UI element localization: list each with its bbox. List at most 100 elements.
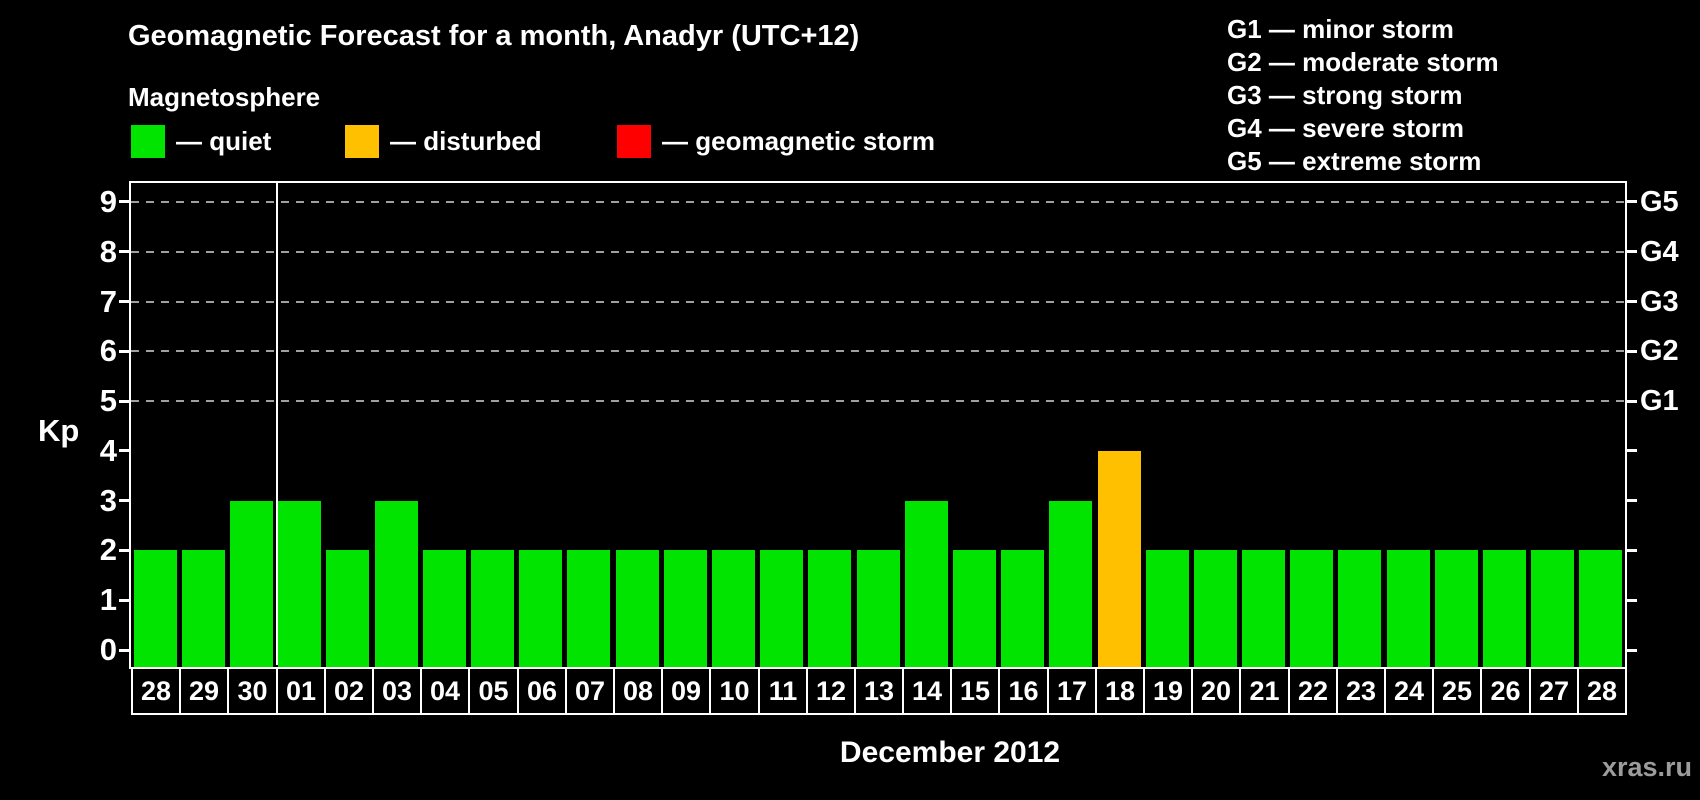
x-tick-label-day-18: 18 [1095,667,1145,715]
bar-day-24 [1386,550,1430,667]
y-tick-label-9: 9 [99,183,117,219]
bar-day-25 [1434,550,1478,667]
y-tick-mark-left [119,648,131,652]
x-axis-title: December 2012 [839,736,1061,769]
g-axis-label-G3: G3 [1640,285,1679,318]
y-tick-mark-left [119,349,131,353]
y-tick-mark-left [119,399,131,403]
g-axis-label-G1: G1 [1640,385,1679,418]
x-tick-label-day-01: 01 [276,667,326,715]
bar-day-29 [181,550,225,667]
y-tick-mark-left [119,499,131,503]
x-tick-label-day-26: 26 [1480,667,1531,715]
bar-day-14 [904,500,948,667]
y-tick-mark-right [1625,399,1637,403]
bar-day-02 [326,550,370,667]
y-tick-mark-right [1625,648,1637,652]
bar-day-03 [374,500,418,667]
bar-day-28 [133,550,177,667]
y-tick-mark-left [119,250,131,254]
x-tick-label-day-14: 14 [902,667,952,715]
storm-swatch-icon [617,125,651,158]
legend-item-label: — geomagnetic storm [662,126,936,156]
gridline-kp9 [131,200,1625,203]
bar-day-06 [519,550,563,667]
y-tick-mark-right [1625,300,1637,304]
storm-scale-legend-line: G3 — strong storm [1227,80,1463,110]
x-tick-label-day-13: 13 [854,667,904,715]
x-tick-label-day-10: 10 [709,667,760,715]
y-tick-label-8: 8 [99,233,117,269]
chart-title: Geomagnetic Forecast for a month, Anadyr… [128,20,860,52]
y-tick-label-5: 5 [99,383,117,419]
bar-day-30 [230,500,273,667]
storm-scale-legend: G1 — minor storm G2 — moderate storm G3 — … [1227,13,1499,178]
y-tick-label-2: 2 [99,532,117,568]
y-tick-mark-right [1625,548,1637,552]
x-tick-label-day-28: 28 [1577,667,1627,715]
bar-day-19 [1145,550,1189,667]
bar-day-10 [711,550,755,667]
watermark: xras.ru [1601,752,1692,782]
y-tick-label-1: 1 [99,582,117,618]
x-tick-label-day-05: 05 [468,667,519,715]
bar-day-05 [471,550,514,667]
bar-day-20 [1193,550,1237,667]
g-axis-label-G2: G2 [1640,335,1679,368]
legend-item-label: — disturbed [390,126,542,156]
bar-day-15 [952,550,996,667]
y-tick-mark-right [1625,499,1637,503]
month-separator-line [276,183,278,665]
bar-day-16 [1001,550,1045,667]
x-tick-label-day-23: 23 [1336,667,1386,715]
y-tick-mark-right [1625,598,1637,602]
storm-scale-legend-line: G2 — moderate storm [1227,47,1499,77]
x-tick-label-day-22: 22 [1288,667,1338,715]
y-tick-mark-left [119,449,131,453]
x-tick-label-day-02: 02 [324,667,374,715]
x-tick-label-day-29: 29 [179,667,229,715]
x-tick-label-day-17: 17 [1047,667,1097,715]
gridline-kp5 [131,400,1625,403]
g-axis-label-G4: G4 [1640,235,1679,268]
x-tick-label-day-19: 19 [1143,667,1193,715]
x-tick-label-day-11: 11 [758,667,808,715]
x-tick-label-day-28: 28 [131,667,181,715]
bar-day-21 [1242,550,1286,667]
y-tick-mark-left [119,598,131,602]
bar-day-01 [278,500,322,667]
x-tick-label-day-21: 21 [1239,667,1290,715]
y-tick-label-3: 3 [99,482,117,518]
y-tick-mark-right [1625,349,1637,353]
y-tick-label-7: 7 [99,283,117,319]
bar-day-12 [808,550,852,667]
storm-scale-legend-line: G1 — minor storm [1227,14,1454,44]
bar-day-28 [1579,550,1623,667]
x-tick-label-day-03: 03 [372,667,422,715]
g-axis-label-G5: G5 [1640,185,1679,218]
bar-day-18 [1097,450,1141,667]
x-tick-label-day-12: 12 [806,667,856,715]
y-tick-mark-right [1625,449,1637,453]
x-tick-label-day-27: 27 [1529,667,1579,715]
x-tick-label-day-16: 16 [998,667,1049,715]
x-tick-label-day-25: 25 [1432,667,1482,715]
legend-title: Magnetosphere [128,82,321,112]
bar-day-04 [422,550,466,667]
disturbed-swatch-icon [345,125,379,158]
storm-scale-legend-line: G4 — severe storm [1227,113,1465,143]
gridline-kp7 [131,300,1625,303]
bar-day-07 [567,550,611,667]
x-tick-label-day-20: 20 [1191,667,1241,715]
y-tick-mark-right [1625,250,1637,254]
y-tick-mark-left [119,300,131,304]
x-tick-label-day-08: 08 [613,667,663,715]
y-axis-title: Kp [38,413,80,448]
x-tick-label-day-24: 24 [1384,667,1434,715]
y-tick-label-4: 4 [99,432,117,468]
bar-day-09 [663,550,707,667]
x-tick-label-day-09: 09 [661,667,711,715]
storm-scale-legend-line: G5 — extreme storm [1227,146,1482,176]
gridline-kp8 [131,250,1625,253]
y-tick-label-6: 6 [99,333,117,369]
